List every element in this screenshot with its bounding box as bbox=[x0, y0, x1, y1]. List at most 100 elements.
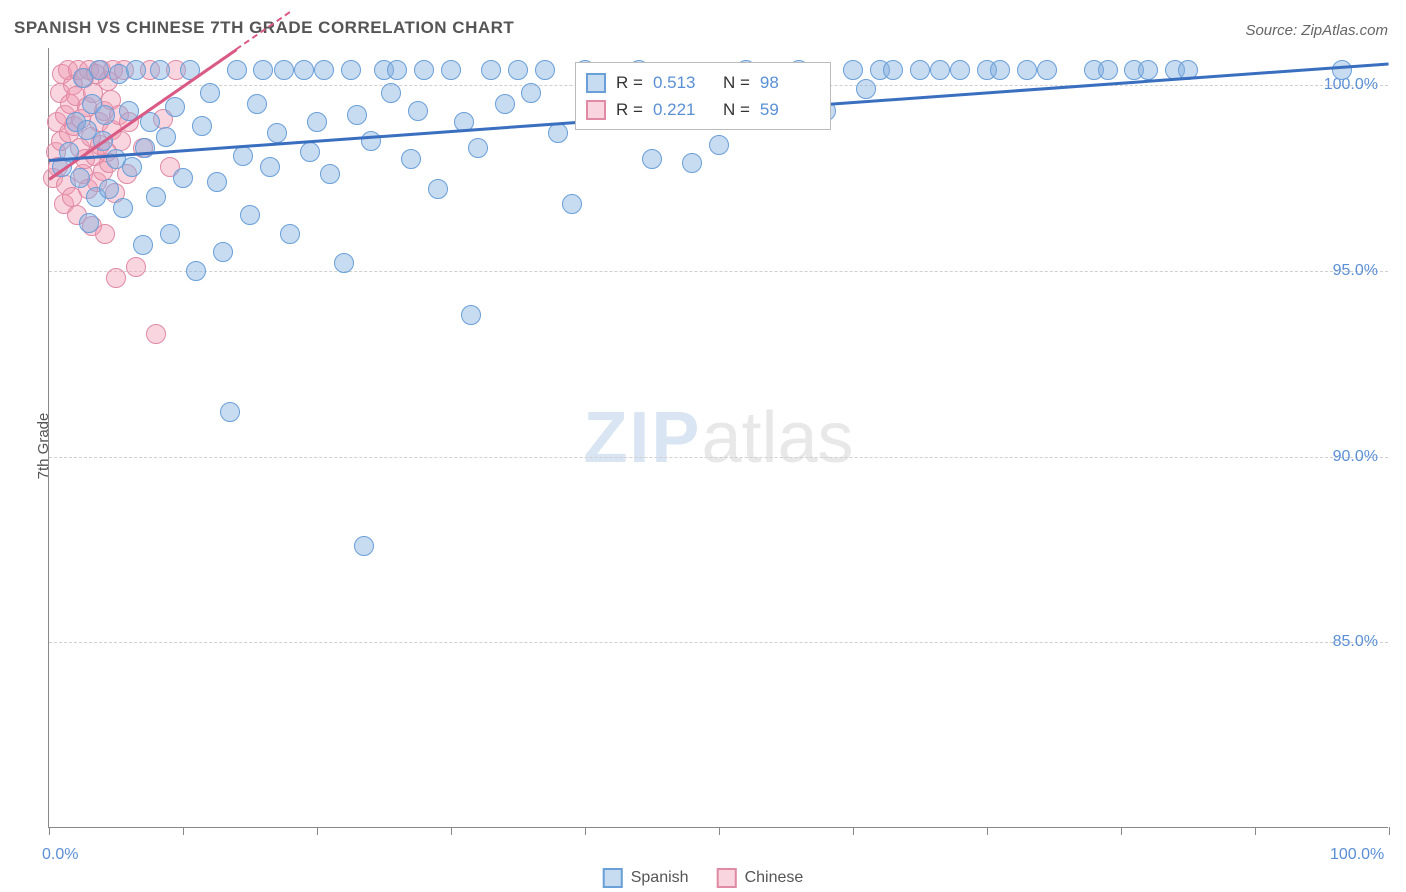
spanish-point bbox=[441, 60, 461, 80]
y-tick-label: 95.0% bbox=[1333, 262, 1378, 280]
x-tick bbox=[183, 827, 184, 835]
source-attribution: Source: ZipAtlas.com bbox=[1245, 22, 1388, 39]
spanish-point bbox=[233, 146, 253, 166]
spanish-point bbox=[361, 131, 381, 151]
watermark: ZIPatlas bbox=[583, 397, 853, 479]
spanish-point bbox=[461, 305, 481, 325]
spanish-point bbox=[468, 138, 488, 158]
x-tick bbox=[585, 827, 586, 835]
spanish-point bbox=[79, 213, 99, 233]
spanish-point bbox=[883, 60, 903, 80]
spanish-point bbox=[320, 164, 340, 184]
gridline-h bbox=[49, 642, 1388, 643]
x-tick bbox=[987, 827, 988, 835]
legend: Spanish Chinese bbox=[603, 868, 804, 888]
legend-swatch bbox=[603, 868, 623, 888]
spanish-point bbox=[990, 60, 1010, 80]
spanish-point bbox=[682, 153, 702, 173]
stats-row: R = 0.513 N = 98 bbox=[586, 69, 820, 96]
chinese-point bbox=[126, 257, 146, 277]
spanish-point bbox=[213, 242, 233, 262]
x-tick bbox=[1121, 827, 1122, 835]
spanish-point bbox=[856, 79, 876, 99]
legend-item: Chinese bbox=[717, 868, 804, 888]
spanish-point bbox=[260, 157, 280, 177]
spanish-point bbox=[95, 105, 115, 125]
stat-r-value: 0.513 bbox=[653, 69, 713, 96]
spanish-point bbox=[156, 127, 176, 147]
chinese-point bbox=[106, 268, 126, 288]
legend-label: Spanish bbox=[631, 869, 689, 887]
spanish-point bbox=[253, 60, 273, 80]
spanish-point bbox=[133, 235, 153, 255]
spanish-point bbox=[709, 135, 729, 155]
spanish-point bbox=[508, 60, 528, 80]
spanish-point bbox=[192, 116, 212, 136]
spanish-point bbox=[267, 123, 287, 143]
stats-swatch bbox=[586, 73, 606, 93]
legend-swatch bbox=[717, 868, 737, 888]
spanish-point bbox=[334, 253, 354, 273]
spanish-point bbox=[240, 205, 260, 225]
spanish-point bbox=[642, 149, 662, 169]
spanish-point bbox=[1098, 60, 1118, 80]
spanish-point bbox=[274, 60, 294, 80]
spanish-point bbox=[150, 60, 170, 80]
spanish-point bbox=[481, 60, 501, 80]
stat-r-label: R = bbox=[616, 69, 643, 96]
spanish-point bbox=[165, 97, 185, 117]
plot-area: ZIPatlas 85.0% 90.0% 95.0% 100.0% bbox=[48, 48, 1388, 828]
spanish-point bbox=[135, 138, 155, 158]
spanish-point bbox=[314, 60, 334, 80]
gridline-h bbox=[49, 457, 1388, 458]
stat-n-label: N = bbox=[723, 96, 750, 123]
x-tick bbox=[1389, 827, 1390, 835]
spanish-point bbox=[535, 60, 555, 80]
y-tick-label: 100.0% bbox=[1324, 76, 1378, 94]
spanish-point bbox=[562, 194, 582, 214]
spanish-point bbox=[354, 536, 374, 556]
spanish-point bbox=[414, 60, 434, 80]
x-tick-label-right: 100.0% bbox=[1330, 846, 1384, 864]
y-tick-label: 85.0% bbox=[1333, 633, 1378, 651]
spanish-point bbox=[843, 60, 863, 80]
x-tick bbox=[1255, 827, 1256, 835]
x-tick bbox=[451, 827, 452, 835]
stat-n-value: 59 bbox=[760, 96, 820, 123]
legend-label: Chinese bbox=[745, 869, 804, 887]
spanish-point bbox=[1037, 60, 1057, 80]
stat-r-label: R = bbox=[616, 96, 643, 123]
spanish-point bbox=[910, 60, 930, 80]
spanish-point bbox=[307, 112, 327, 132]
spanish-point bbox=[113, 198, 133, 218]
spanish-point bbox=[548, 123, 568, 143]
chart-container: SPANISH VS CHINESE 7TH GRADE CORRELATION… bbox=[0, 0, 1406, 892]
spanish-point bbox=[160, 224, 180, 244]
stat-r-value: 0.221 bbox=[653, 96, 713, 123]
y-tick-label: 90.0% bbox=[1333, 448, 1378, 466]
spanish-point bbox=[521, 83, 541, 103]
spanish-point bbox=[428, 179, 448, 199]
stat-n-value: 98 bbox=[760, 69, 820, 96]
spanish-point bbox=[1017, 60, 1037, 80]
x-tick bbox=[853, 827, 854, 835]
spanish-point bbox=[1138, 60, 1158, 80]
spanish-point bbox=[207, 172, 227, 192]
spanish-point bbox=[227, 60, 247, 80]
spanish-point bbox=[122, 157, 142, 177]
spanish-point bbox=[280, 224, 300, 244]
spanish-point bbox=[347, 105, 367, 125]
spanish-point bbox=[408, 101, 428, 121]
spanish-point bbox=[99, 179, 119, 199]
spanish-point bbox=[200, 83, 220, 103]
stat-n-label: N = bbox=[723, 69, 750, 96]
gridline-h bbox=[49, 271, 1388, 272]
spanish-point bbox=[294, 60, 314, 80]
stats-box: R = 0.513 N = 98 R = 0.221 N = 59 bbox=[575, 62, 831, 130]
x-tick-label-left: 0.0% bbox=[42, 846, 78, 864]
spanish-point bbox=[341, 60, 361, 80]
spanish-point bbox=[89, 60, 109, 80]
spanish-point bbox=[1332, 60, 1352, 80]
spanish-point bbox=[387, 60, 407, 80]
spanish-point bbox=[401, 149, 421, 169]
